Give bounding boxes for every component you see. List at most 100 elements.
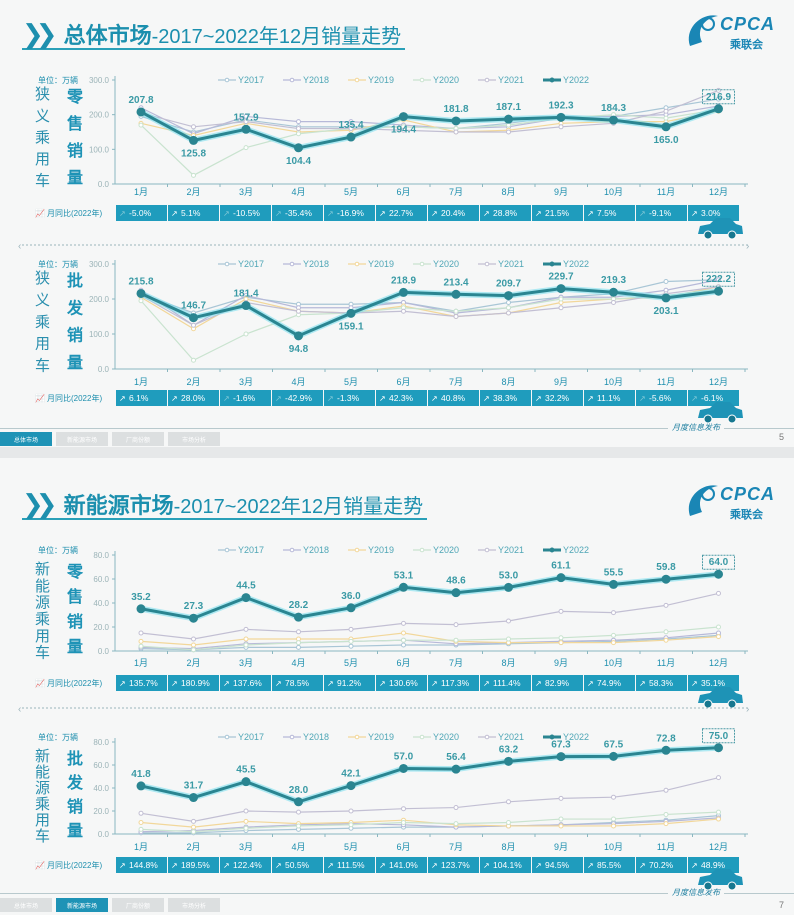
x-tick-label: 7月 xyxy=(449,842,463,852)
logo-text: CPCA xyxy=(720,14,776,34)
data-label: 135.4 xyxy=(338,120,363,131)
data-label: 67.5 xyxy=(604,739,624,750)
trend-down-icon: ↗ xyxy=(275,209,282,218)
trend-down-icon: ↗ xyxy=(691,394,698,403)
y-tick-label: 200.0 xyxy=(89,111,110,120)
tab-maker-share[interactable]: 厂商份额 xyxy=(112,432,164,446)
data-point-y2021 xyxy=(663,108,669,114)
tagline: 月度信息发布 xyxy=(668,422,724,433)
data-point-y2020 xyxy=(348,822,354,828)
y-tick-label: 300.0 xyxy=(89,76,110,85)
data-point-y2022 xyxy=(346,308,356,318)
yoy-cell xyxy=(480,857,531,873)
data-label: 194.4 xyxy=(391,125,416,136)
x-tick-label: 3月 xyxy=(239,842,253,852)
y-tick-label: 200.0 xyxy=(89,295,110,304)
x-tick-label: 3月 xyxy=(239,187,253,197)
legend-label: Y2017 xyxy=(238,75,264,85)
category-label: 狭义乘用车 xyxy=(33,86,50,194)
legend-label: Y2020 xyxy=(433,732,459,742)
logo-swirl-icon xyxy=(688,485,718,516)
yoy-value: 111.5% xyxy=(337,860,365,870)
legend-marker xyxy=(419,77,425,83)
x-tick-label: 2月 xyxy=(186,187,200,197)
trend-down-icon: ↗ xyxy=(639,394,646,403)
data-point-y2019 xyxy=(611,823,616,829)
tab-market-analysis[interactable]: 市场分析 xyxy=(168,432,220,446)
data-point-y2021 xyxy=(716,590,721,596)
legend-marker xyxy=(354,547,360,553)
series-line-y2019 xyxy=(140,632,719,646)
yoy-value: 70.2% xyxy=(649,860,674,870)
x-tick-label: 11月 xyxy=(657,842,675,852)
x-tick-label: 2月 xyxy=(186,842,200,852)
title-bold: 新能源市场 xyxy=(63,493,174,518)
data-label: 53.0 xyxy=(499,570,519,581)
data-point-y2022 xyxy=(609,579,618,589)
x-tick-label: 4月 xyxy=(291,658,305,668)
data-label: 146.7 xyxy=(181,301,206,312)
yoy-cell xyxy=(636,675,687,691)
tab-nev-market[interactable]: 新能源市场 xyxy=(56,432,108,446)
tab-overall-market[interactable]: 总体市场 xyxy=(0,898,52,912)
data-point-y2020 xyxy=(191,172,196,178)
yoy-value: 141.0% xyxy=(389,860,418,870)
data-point-y2020 xyxy=(506,636,511,642)
yoy-value: 6.1% xyxy=(129,393,149,403)
data-point-y2019 xyxy=(138,638,144,644)
data-point-y2022 xyxy=(714,286,723,296)
legend-marker xyxy=(419,261,425,267)
yoy-cell xyxy=(220,205,271,221)
yoy-value: 58.3% xyxy=(649,678,674,688)
category-label: 新能源乘用车 xyxy=(33,748,50,844)
yoy-value: -16.9% xyxy=(337,208,364,218)
y-tick-label: 40.0 xyxy=(93,784,109,793)
yoy-value: 85.5% xyxy=(597,860,622,870)
yoy-cell xyxy=(688,205,739,221)
car-wheel xyxy=(703,881,713,891)
yoy-value: 117.3% xyxy=(441,678,470,688)
data-point-y2017 xyxy=(506,300,511,305)
yoy-value: 5.1% xyxy=(181,208,201,218)
chart-1: 单位：万辆 0.0 100.0 200.0 300.0 1月 2月 3月 4月 5月 6月 7月 8月 9… xyxy=(18,75,749,252)
data-point-y2020 xyxy=(506,820,511,825)
yoy-cell xyxy=(168,675,219,691)
data-label: 64.0 xyxy=(709,557,729,568)
legend-label: Y2018 xyxy=(303,732,329,742)
yoy-value: 28.8% xyxy=(493,208,518,218)
data-point-y2022 xyxy=(451,588,461,598)
page-number: 7 xyxy=(778,900,784,910)
series-glow xyxy=(139,105,720,151)
tab-nev-market[interactable]: 新能源市场 xyxy=(56,898,108,912)
yoy-value: -1.6% xyxy=(233,393,256,403)
yoy-cell xyxy=(376,675,427,691)
y-tick-label: 100.0 xyxy=(89,145,110,154)
legend-marker xyxy=(354,77,360,83)
data-label-box xyxy=(702,89,735,105)
x-tick-label: 9月 xyxy=(554,842,568,852)
legend-label: Y2018 xyxy=(303,75,329,85)
yoy-value: 137.6% xyxy=(233,678,262,688)
tab-maker-share[interactable]: 厂商份额 xyxy=(112,898,164,912)
category-label: 狭义乘用车 xyxy=(33,270,50,379)
tab-market-analysis[interactable]: 市场分析 xyxy=(168,898,220,912)
yoy-chart-icon: 📈 xyxy=(35,393,45,403)
yoy-value: -9.1% xyxy=(649,208,672,218)
data-point-y2021 xyxy=(453,129,459,135)
car-wheel xyxy=(703,230,713,240)
data-point-y2022 xyxy=(241,124,251,134)
y-tick-label: 300.0 xyxy=(89,260,110,269)
trend-up-icon: ↗ xyxy=(587,861,594,870)
data-point-y2021 xyxy=(558,124,564,130)
data-label: 181.8 xyxy=(443,104,468,115)
title-rest: -2017~2022年12月销量走势 xyxy=(151,25,402,48)
chart-2: 单位：万辆 0.0 100.0 200.0 300.0 1月 2月 3月 4月 5月 6月 7月 8月 9… xyxy=(35,259,748,424)
car-wheel xyxy=(727,699,737,709)
data-point-y2019 xyxy=(716,634,721,640)
legend-label: Y2021 xyxy=(498,545,524,555)
yoy-value: 180.9% xyxy=(181,678,210,688)
data-point-y2020 xyxy=(558,816,564,822)
data-point-y2021 xyxy=(191,636,196,642)
data-point-y2020 xyxy=(138,643,144,649)
tab-overall-market[interactable]: 总体市场 xyxy=(0,432,52,446)
